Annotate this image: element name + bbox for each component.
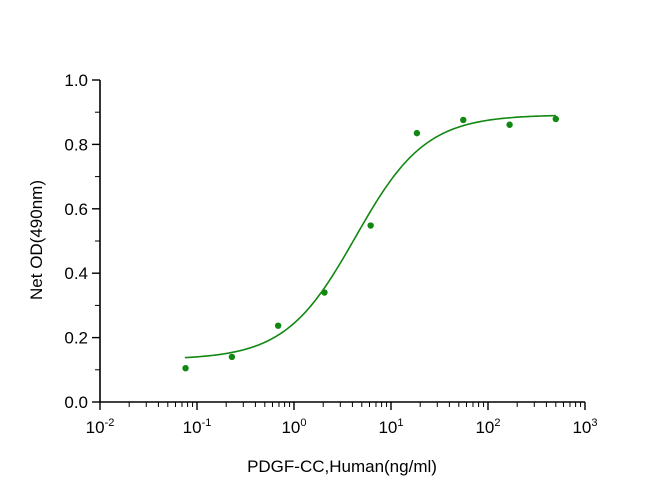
- data-points: [182, 115, 560, 372]
- fit-curve: [184, 114, 556, 359]
- axes: [99, 80, 585, 403]
- y-tick-label: 0.2: [64, 329, 88, 348]
- data-point: [182, 364, 189, 372]
- x-tick-label: 10-1: [183, 417, 212, 437]
- y-tick-label: 0.8: [64, 135, 88, 154]
- y-axis-ticks: 0.0 0.2 0.4 0.6 0.8 1.0: [64, 71, 100, 412]
- y-axis-label: Net OD(490nm): [27, 180, 46, 300]
- data-point: [552, 115, 560, 123]
- x-tick-label: 10-2: [86, 417, 115, 437]
- data-point: [367, 222, 374, 229]
- y-tick-label: 0.6: [64, 200, 88, 219]
- y-tick-label: 1.0: [64, 71, 88, 90]
- x-tick-label: 101: [378, 417, 403, 437]
- y-tick-label: 0.4: [64, 264, 88, 283]
- data-point: [228, 353, 236, 361]
- x-tick-label: 102: [475, 417, 500, 437]
- data-point: [274, 322, 282, 329]
- data-point: [321, 289, 328, 296]
- x-axis-label: PDGF-CC,Human(ng/ml): [247, 457, 437, 476]
- y-tick-label: 0.0: [64, 393, 88, 412]
- data-point: [506, 121, 513, 128]
- x-axis-ticks: 10-2 10-1 100 101 102 103: [86, 402, 598, 437]
- x-tick-label: 100: [281, 417, 306, 437]
- data-point: [413, 129, 421, 137]
- data-point: [460, 116, 467, 124]
- x-tick-label: 103: [572, 417, 597, 437]
